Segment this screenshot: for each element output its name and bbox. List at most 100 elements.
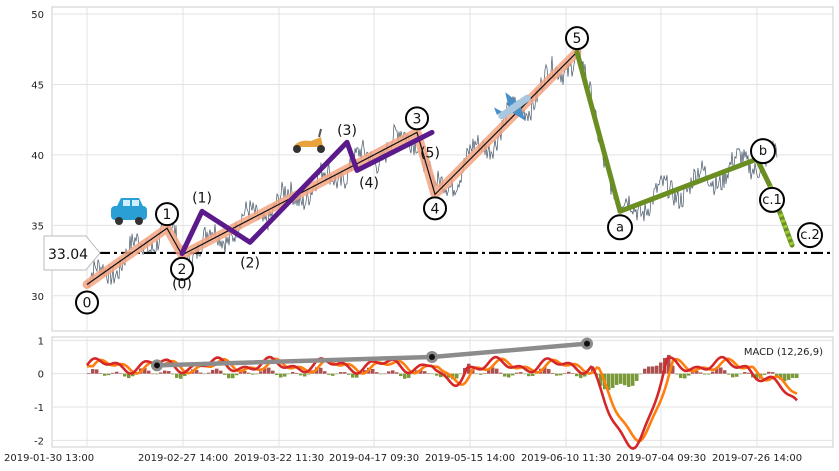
plane-wing	[505, 92, 517, 108]
macd-histogram-bar	[355, 373, 359, 378]
macd-histogram-bar	[371, 368, 375, 374]
x-tick-label: 2019-07-04 09:30	[616, 453, 706, 464]
macd-histogram-bar	[615, 373, 619, 385]
impulse-marker	[155, 202, 179, 227]
plane-fuselage	[498, 94, 531, 120]
macd-y-tick: -2	[34, 436, 44, 447]
macd-histogram-bar	[643, 368, 647, 374]
macd-histogram-bar	[91, 369, 95, 374]
macd-histogram-bar	[327, 373, 331, 375]
macd-histogram-bar	[307, 373, 311, 375]
divergence-core	[429, 354, 435, 360]
macd-y-tick: 1	[38, 336, 44, 347]
level-label: 33.04	[48, 247, 88, 263]
subwave-label: (0)	[172, 277, 192, 293]
price-y-tick: 35	[31, 221, 44, 232]
macd-histogram-bar	[783, 373, 787, 382]
macd-histogram-bar	[151, 373, 155, 375]
x-axis: 2019-01-30 13:00 2019-02-27 14:00 2019-03-…	[4, 453, 802, 464]
correction-marker	[607, 214, 633, 241]
correction-marker	[750, 138, 776, 165]
macd-histogram-bar	[243, 371, 247, 374]
impulse-label: 3	[413, 111, 422, 127]
macd-histogram-bar	[119, 373, 123, 374]
macd-histogram-bar	[631, 373, 635, 386]
macd-histogram-bar	[219, 370, 223, 374]
macd-histogram-bar	[319, 367, 323, 374]
macd-histogram-bar	[607, 373, 611, 391]
divergence-core	[584, 340, 590, 347]
subwave-label: (5)	[420, 145, 440, 161]
macd-histogram-bar	[671, 365, 675, 374]
macd-histogram-bar	[179, 373, 183, 379]
car-wheel	[135, 217, 143, 225]
impulse-label: 4	[431, 201, 440, 217]
macd-histogram-bar	[379, 373, 383, 375]
macd-histogram-bar	[731, 373, 735, 378]
macd-histogram-bar	[111, 372, 115, 374]
macd-histogram-bar	[735, 373, 739, 377]
macd-histogram-bar	[775, 373, 779, 376]
scooter-bar	[318, 128, 322, 138]
macd-histogram-bar	[711, 371, 715, 374]
macd-panel: 1 0 -1 -2 MACD (12,26,9)	[34, 336, 834, 450]
macd-histogram-bar	[159, 372, 163, 374]
x-tick-label: 2019-07-26 14:00	[712, 453, 802, 464]
x-tick-label: 2019-04-17 09:30	[329, 453, 419, 464]
macd-histogram-bar	[459, 373, 463, 375]
macd-histogram-bar	[351, 373, 355, 378]
macd-histogram-bar	[279, 373, 283, 378]
macd-histogram-bar	[263, 368, 267, 374]
macd-histogram-bar	[771, 372, 775, 374]
macd-histogram-bar	[343, 372, 347, 374]
macd-histogram-bar	[271, 370, 275, 374]
macd-histogram-bar	[255, 373, 259, 375]
macd-histogram-bar	[511, 373, 515, 376]
macd-histogram-bar	[299, 373, 303, 376]
macd-histogram-bar	[431, 373, 435, 375]
macd-histogram-bar	[791, 373, 795, 378]
macd-histogram-bar	[583, 373, 587, 377]
macd-histogram-bar	[475, 373, 479, 375]
macd-histogram-bar	[99, 373, 103, 374]
macd-histogram-bar	[107, 373, 111, 376]
macd-histogram-bar	[147, 370, 151, 374]
macd-histogram-bar	[247, 372, 251, 374]
x-tick-label: 2019-02-27 14:00	[138, 453, 228, 464]
car-wheel	[115, 217, 123, 225]
macd-histogram-bar	[163, 370, 167, 374]
macd-histogram-bar	[275, 373, 279, 376]
impulse-marker	[75, 290, 99, 315]
subwave-label: (3)	[337, 123, 357, 139]
macd-histogram-bar	[743, 372, 747, 374]
macd-histogram-bar	[143, 368, 147, 374]
macd-histogram-bar	[287, 373, 291, 375]
macd-histogram-bar	[347, 373, 351, 375]
macd-histogram-bar	[519, 372, 523, 374]
macd-histogram-bar	[579, 373, 583, 379]
subwave-wave-line	[179, 129, 435, 256]
macd-histogram-bar	[115, 371, 119, 374]
macd-histogram-bar	[547, 369, 551, 374]
macd-histogram-bar	[795, 373, 799, 379]
macd-histogram-bar	[515, 372, 519, 374]
x-tick-label: 2019-03-22 11:30	[234, 453, 324, 464]
macd-histogram-bar	[531, 373, 535, 376]
macd-histogram-bar	[623, 373, 627, 386]
macd-histogram-bar	[703, 373, 707, 375]
level-tag	[43, 235, 101, 271]
macd-histogram-bar	[267, 367, 271, 374]
macd-histogram-bar	[423, 371, 427, 374]
impulse-marker	[405, 106, 429, 131]
macd-histogram-bar	[479, 373, 483, 375]
macd-histogram-bar	[487, 369, 491, 374]
macd-histogram-bar	[155, 373, 159, 375]
macd-histogram-bar	[527, 373, 531, 377]
plane-tail	[494, 107, 502, 116]
impulse-label: 2	[178, 262, 187, 278]
macd-histogram-bar	[167, 371, 171, 374]
x-tick-label: 2019-01-30 13:00	[4, 453, 94, 464]
car-body	[111, 206, 147, 220]
macd-histogram-bar	[755, 373, 759, 381]
macd-histogram-bar	[127, 373, 131, 379]
